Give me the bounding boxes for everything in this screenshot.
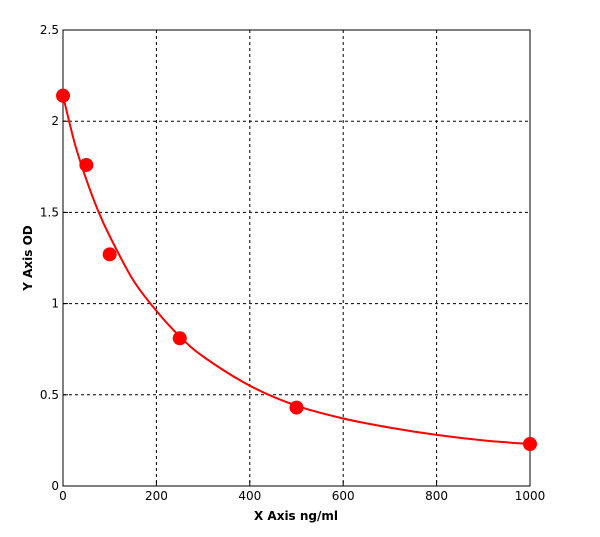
x-tick-label: 1000 [515,489,546,503]
data-point [289,400,304,415]
x-tick-label: 800 [425,489,448,503]
data-point [79,157,94,172]
data-point [102,247,117,262]
y-tick-label: 1 [51,297,59,311]
y-tick-label: 2 [51,114,59,128]
y-tick-label: 2.5 [40,23,59,37]
x-tick-label: 600 [332,489,355,503]
y-axis-label: Y Axis OD [21,225,35,292]
plot-area [62,29,531,487]
x-tick-label: 200 [145,489,168,503]
x-axis-label: X Axis ng/ml [254,509,338,523]
data-point [172,331,187,346]
data-point [523,437,537,452]
fit-curve [62,95,531,446]
x-tick-label: 0 [59,489,67,503]
x-tick-label: 400 [238,489,261,503]
y-tick-label: 0.5 [40,388,59,402]
data-point [56,88,70,103]
y-tick-label: 1.5 [40,205,59,219]
y-tick-label: 0 [51,479,59,493]
